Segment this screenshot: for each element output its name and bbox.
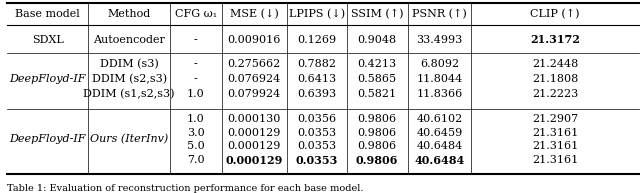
Text: 33.4993: 33.4993 — [417, 35, 463, 45]
Text: 0.0356: 0.0356 — [298, 114, 337, 124]
Text: 0.000129: 0.000129 — [228, 128, 281, 138]
Text: 0.009016: 0.009016 — [228, 35, 281, 45]
Text: 0.5865: 0.5865 — [357, 74, 397, 84]
Text: 0.6393: 0.6393 — [298, 89, 337, 99]
Text: -: - — [194, 74, 198, 84]
Text: 40.6102: 40.6102 — [417, 114, 463, 124]
Text: DeepFloyd-IF: DeepFloyd-IF — [10, 74, 86, 84]
Text: 21.2907: 21.2907 — [532, 114, 579, 124]
Text: 3.0: 3.0 — [187, 128, 204, 138]
Text: 0.5821: 0.5821 — [357, 89, 397, 99]
Text: 40.6484: 40.6484 — [417, 141, 463, 151]
Text: 7.0: 7.0 — [187, 155, 204, 165]
Text: 21.1808: 21.1808 — [532, 74, 579, 84]
Text: 0.9806: 0.9806 — [356, 155, 398, 166]
Text: Method: Method — [108, 9, 151, 19]
Text: 40.6459: 40.6459 — [417, 128, 463, 138]
Text: 0.4213: 0.4213 — [357, 59, 397, 69]
Text: -: - — [194, 35, 198, 45]
Text: 1.0: 1.0 — [187, 114, 204, 124]
Text: 0.1269: 0.1269 — [298, 35, 337, 45]
Text: Base model: Base model — [15, 9, 80, 19]
Text: 21.3161: 21.3161 — [532, 128, 579, 138]
Text: 11.8366: 11.8366 — [417, 89, 463, 99]
Text: 6.8092: 6.8092 — [420, 59, 459, 69]
Text: 0.0353: 0.0353 — [296, 155, 338, 166]
Text: 21.2223: 21.2223 — [532, 89, 579, 99]
Text: -: - — [194, 59, 198, 69]
Text: 0.000130: 0.000130 — [228, 114, 281, 124]
Text: 5.0: 5.0 — [187, 141, 204, 151]
Text: DDIM (s2,s3): DDIM (s2,s3) — [92, 74, 167, 84]
Text: Table 1: Evaluation of reconstruction performance for each base model.: Table 1: Evaluation of reconstruction pe… — [7, 184, 364, 193]
Text: 0.275662: 0.275662 — [228, 59, 281, 69]
Text: 0.076924: 0.076924 — [228, 74, 281, 84]
Text: DeepFloyd-IF: DeepFloyd-IF — [10, 134, 86, 144]
Text: CLIP (↑): CLIP (↑) — [531, 9, 580, 20]
Text: 0.9806: 0.9806 — [357, 128, 397, 138]
Text: 0.0353: 0.0353 — [298, 141, 337, 151]
Text: CFG ω₁: CFG ω₁ — [175, 9, 216, 19]
Text: SDXL: SDXL — [32, 35, 63, 45]
Text: 0.9048: 0.9048 — [357, 35, 397, 45]
Text: Ours (IterInv): Ours (IterInv) — [90, 134, 168, 145]
Text: 1.0: 1.0 — [187, 89, 204, 99]
Text: LPIPS (↓): LPIPS (↓) — [289, 9, 345, 20]
Text: 0.000129: 0.000129 — [228, 141, 281, 151]
Text: 21.3161: 21.3161 — [532, 155, 579, 165]
Text: 21.3172: 21.3172 — [531, 34, 580, 45]
Text: MSE (↓): MSE (↓) — [230, 9, 279, 20]
Text: 40.6484: 40.6484 — [415, 155, 465, 166]
Text: DDIM (s3): DDIM (s3) — [100, 59, 159, 69]
Text: 0.9806: 0.9806 — [357, 141, 397, 151]
Text: 0.0353: 0.0353 — [298, 128, 337, 138]
Text: 21.2448: 21.2448 — [532, 59, 579, 69]
Text: PSNR (↑): PSNR (↑) — [412, 9, 467, 20]
Text: 0.7882: 0.7882 — [298, 59, 337, 69]
Text: SSIM (↑): SSIM (↑) — [351, 9, 403, 20]
Text: DDIM (s1,s2,s3): DDIM (s1,s2,s3) — [83, 89, 175, 99]
Text: 0.6413: 0.6413 — [298, 74, 337, 84]
Text: 0.000129: 0.000129 — [226, 155, 283, 166]
Text: 0.9806: 0.9806 — [357, 114, 397, 124]
Text: Autoencoder: Autoencoder — [93, 35, 165, 45]
Text: 0.079924: 0.079924 — [228, 89, 281, 99]
Text: 11.8044: 11.8044 — [417, 74, 463, 84]
Text: 21.3161: 21.3161 — [532, 141, 579, 151]
